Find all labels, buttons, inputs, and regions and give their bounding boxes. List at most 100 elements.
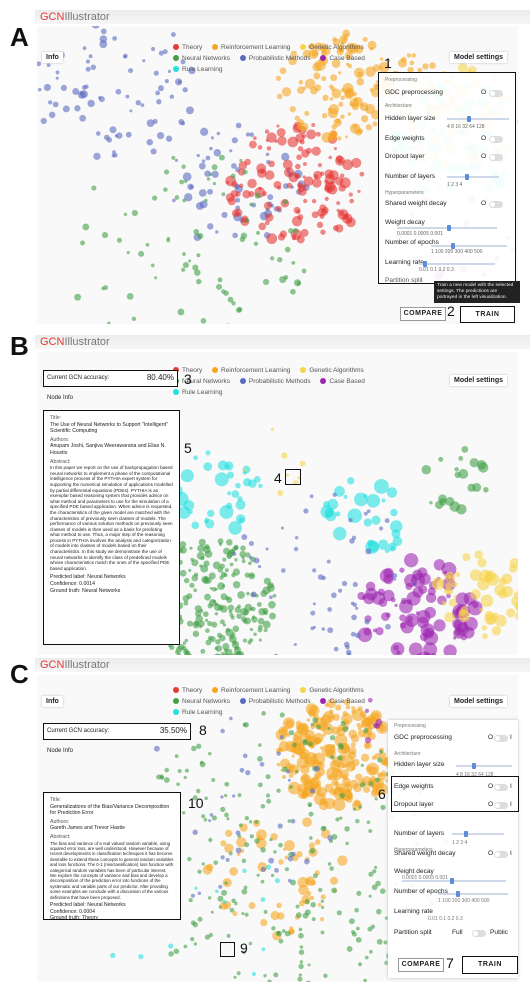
graph-node[interactable]: [356, 890, 362, 896]
graph-node[interactable]: [368, 829, 373, 833]
graph-node[interactable]: [254, 192, 261, 199]
graph-node[interactable]: [237, 591, 245, 599]
graph-node[interactable]: [218, 884, 223, 889]
graph-node[interactable]: [433, 619, 446, 632]
graph-node[interactable]: [204, 550, 213, 558]
graph-node[interactable]: [163, 187, 168, 192]
graph-node[interactable]: [260, 918, 268, 927]
graph-node[interactable]: [354, 44, 364, 54]
graph-node[interactable]: [186, 620, 193, 627]
graph-node[interactable]: [145, 242, 150, 247]
graph-node[interactable]: [327, 108, 339, 119]
graph-node[interactable]: [354, 907, 359, 913]
graph-node[interactable]: [444, 611, 455, 623]
graph-node[interactable]: [224, 812, 229, 818]
graph-node[interactable]: [196, 253, 201, 258]
graph-node[interactable]: [113, 153, 118, 158]
graph-node[interactable]: [355, 773, 363, 781]
graph-node[interactable]: [90, 64, 97, 71]
graph-node[interactable]: [351, 157, 362, 169]
graph-node[interactable]: [231, 898, 236, 904]
graph-node[interactable]: [211, 587, 217, 592]
graph-node[interactable]: [284, 855, 289, 860]
graph-node[interactable]: [226, 596, 233, 603]
graph-node[interactable]: [259, 761, 265, 767]
graph-node[interactable]: [333, 147, 337, 151]
graph-node[interactable]: [88, 54, 93, 59]
graph-node[interactable]: [344, 826, 350, 832]
graph-node[interactable]: [269, 595, 273, 600]
graph-node[interactable]: [126, 292, 134, 300]
graph-node[interactable]: [301, 774, 309, 782]
graph-node[interactable]: [249, 202, 254, 207]
graph-node[interactable]: [271, 926, 276, 931]
tab-model-settings[interactable]: Model settings: [450, 696, 508, 707]
graph-node[interactable]: [369, 46, 374, 51]
graph-node[interactable]: [345, 217, 356, 228]
graph-node[interactable]: [335, 817, 340, 822]
graph-node[interactable]: [295, 769, 299, 774]
graph-node[interactable]: [297, 976, 303, 982]
graph-node[interactable]: [220, 806, 226, 813]
graph-node[interactable]: [296, 123, 303, 130]
graph-node[interactable]: [128, 68, 134, 74]
graph-node[interactable]: [264, 170, 275, 180]
graph-node[interactable]: [74, 105, 81, 112]
graph-node[interactable]: [211, 621, 218, 628]
graph-node[interactable]: [351, 931, 357, 937]
graph-node[interactable]: [180, 469, 194, 483]
graph-node[interactable]: [297, 86, 305, 95]
graph-node[interactable]: [422, 63, 429, 70]
graph-node[interactable]: [454, 471, 461, 479]
graph-node[interactable]: [305, 980, 311, 982]
graph-node[interactable]: [364, 708, 370, 714]
graph-node[interactable]: [210, 136, 215, 140]
graph-node[interactable]: [273, 850, 277, 854]
graph-node[interactable]: [281, 568, 286, 573]
graph-node[interactable]: [126, 250, 130, 255]
graph-node[interactable]: [209, 586, 213, 590]
graph-node[interactable]: [275, 205, 282, 212]
layers-slider[interactable]: [447, 174, 499, 180]
graph-node[interactable]: [308, 43, 316, 50]
graph-node[interactable]: [327, 627, 334, 634]
graph-node[interactable]: [366, 509, 371, 514]
graph-node[interactable]: [330, 744, 336, 749]
graph-node[interactable]: [308, 842, 316, 849]
graph-node[interactable]: [220, 795, 224, 799]
graph-node[interactable]: [335, 118, 341, 124]
graph-node[interactable]: [358, 962, 363, 967]
graph-node[interactable]: [244, 912, 249, 917]
graph-node[interactable]: [390, 508, 398, 517]
graph-node[interactable]: [184, 768, 189, 773]
graph-node[interactable]: [287, 855, 294, 862]
graph-node[interactable]: [372, 869, 377, 874]
graph-node[interactable]: [372, 121, 378, 127]
graph-node[interactable]: [358, 805, 362, 809]
graph-node[interactable]: [393, 577, 397, 581]
graph-node[interactable]: [267, 979, 272, 982]
graph-node[interactable]: [230, 190, 239, 198]
graph-node[interactable]: [230, 173, 236, 179]
graph-node[interactable]: [204, 170, 211, 177]
graph-node[interactable]: [327, 184, 338, 195]
dropout-toggle[interactable]: [494, 802, 508, 809]
graph-node[interactable]: [183, 179, 188, 184]
graph-node[interactable]: [314, 84, 322, 92]
graph-node[interactable]: [193, 588, 197, 593]
graph-node[interactable]: [334, 176, 344, 186]
graph-node[interactable]: [334, 486, 345, 497]
graph-node[interactable]: [394, 603, 398, 608]
graph-node[interactable]: [243, 885, 248, 890]
graph-node[interactable]: [350, 734, 360, 743]
graph-node[interactable]: [235, 499, 246, 510]
graph-node[interactable]: [367, 539, 374, 547]
graph-node[interactable]: [384, 518, 390, 524]
graph-node[interactable]: [359, 782, 366, 788]
graph-node[interactable]: [207, 188, 214, 195]
graph-node[interactable]: [265, 152, 270, 157]
graph-node[interactable]: [349, 102, 355, 107]
graph-node[interactable]: [406, 599, 412, 605]
graph-node[interactable]: [81, 85, 87, 90]
graph-node[interactable]: [409, 60, 415, 66]
